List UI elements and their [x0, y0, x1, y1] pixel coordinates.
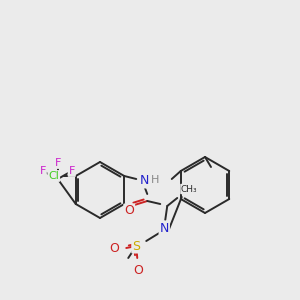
Text: N: N — [140, 175, 149, 188]
Text: F: F — [40, 166, 46, 176]
Text: O: O — [109, 242, 119, 256]
Text: F: F — [55, 158, 61, 168]
Text: Cl: Cl — [48, 171, 59, 181]
Text: CH₃: CH₃ — [181, 184, 198, 194]
Text: O: O — [133, 263, 143, 277]
Text: H: H — [151, 175, 159, 185]
Text: N: N — [160, 221, 169, 235]
Text: O: O — [124, 205, 134, 218]
Text: S: S — [132, 239, 140, 253]
Text: F: F — [69, 166, 75, 176]
